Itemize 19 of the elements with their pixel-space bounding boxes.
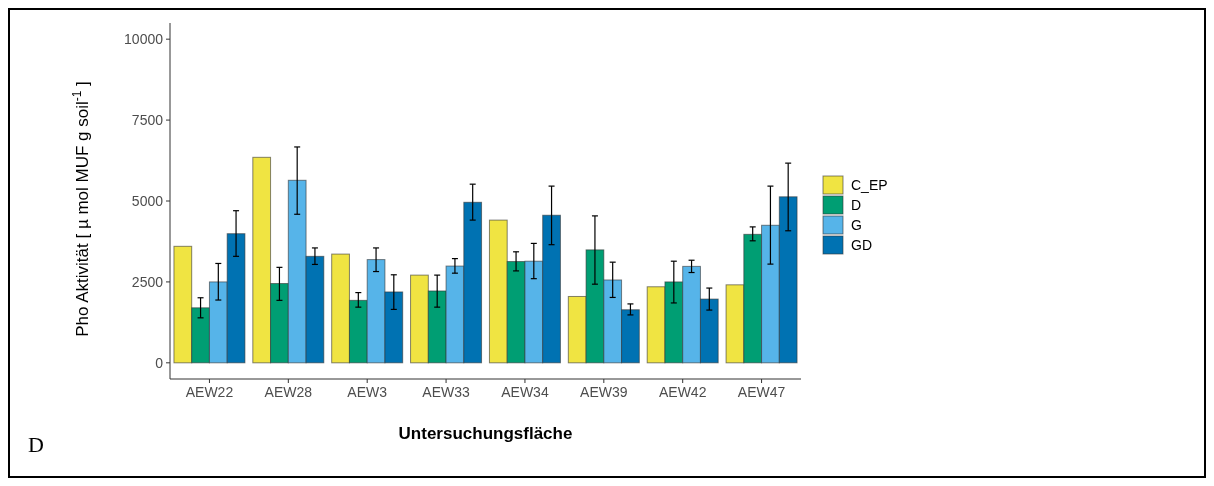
x-tick-label: AEW47	[737, 384, 786, 400]
x-tick-label: AEW33	[422, 384, 470, 400]
y-tick-label: 5000	[131, 192, 164, 209]
x-tick-label: AEW3	[347, 384, 388, 400]
y-tick-label: 2500	[131, 273, 164, 290]
legend-label: G	[851, 216, 862, 233]
legend-label: GD	[851, 236, 872, 253]
legend-label: D	[851, 196, 862, 213]
text: D	[28, 432, 44, 457]
x-tick-label: AEW42	[658, 384, 707, 400]
x-tick-label: AEW28	[264, 384, 313, 400]
legend-label: C_EP	[851, 176, 888, 193]
y-tick-label: 0	[155, 354, 164, 371]
x-tick-label: AEW22	[185, 384, 234, 400]
x-tick-label: AEW39	[580, 384, 628, 400]
x-axis-title: Untersuchungsfläche	[398, 424, 573, 443]
x-tick-label: AEW34	[501, 384, 549, 400]
y-tick-label: 10000	[124, 31, 164, 48]
y-tick-label: 7500	[131, 111, 164, 128]
